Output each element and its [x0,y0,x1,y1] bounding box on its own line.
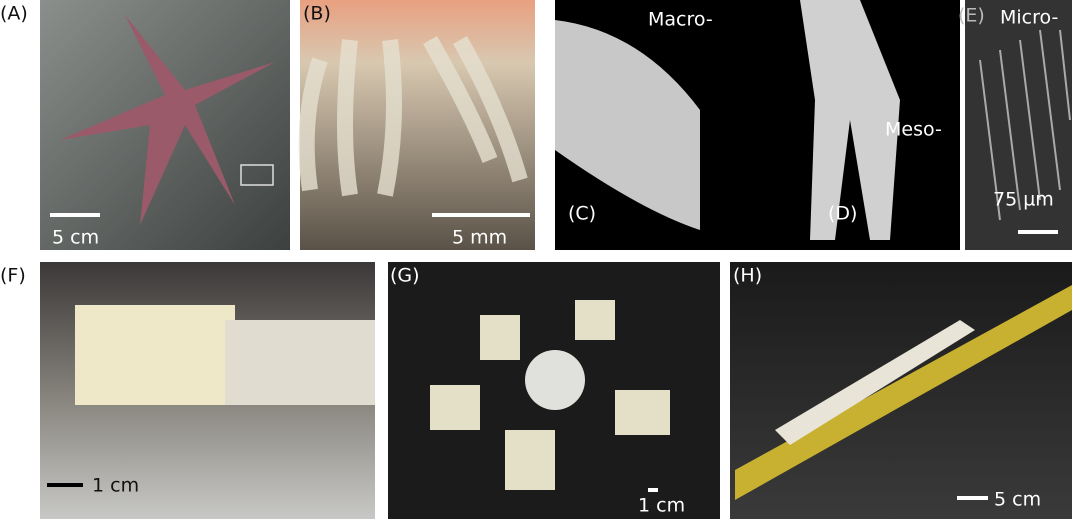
scale-label: 5 mm [452,227,507,249]
panel-label: (G) [390,265,420,287]
gecko-foot [800,0,900,240]
photo-setae [965,0,1072,250]
scale-bar [432,213,530,217]
inset-box [240,164,274,186]
scale-label: 5 cm [994,489,1041,511]
scale-bar [1018,230,1058,234]
starfish [60,15,275,225]
gecko-body [555,20,700,230]
region-label: Macro- [648,9,713,31]
scale-bar [47,483,83,487]
panel-label: (D) [828,203,857,225]
region-label: Meso- [885,119,942,141]
panel-label: (H) [733,265,762,287]
region-label: Micro- [1000,7,1058,29]
robot-arms [430,300,670,490]
panel-label: (B) [303,3,331,25]
module-tube [225,320,375,405]
incline-plane [735,285,1072,500]
scale-label: 5 cm [52,227,99,249]
scale-label: 1 cm [92,475,139,497]
robot-on-incline [775,320,975,445]
scale-bar [648,488,658,492]
robot-hub [525,350,585,410]
scale-bar [957,496,988,500]
scale-label: 75 µm [993,189,1054,211]
setae [979,29,1071,221]
panel-label: (E) [958,5,985,27]
tube-feet [298,36,528,197]
panel-label: (F) [0,265,26,287]
scale-bar [50,213,100,217]
module-body [75,305,235,405]
panel-label: (A) [0,3,28,25]
scale-label: 1 cm [638,495,685,517]
panel-label: (C) [568,203,596,225]
